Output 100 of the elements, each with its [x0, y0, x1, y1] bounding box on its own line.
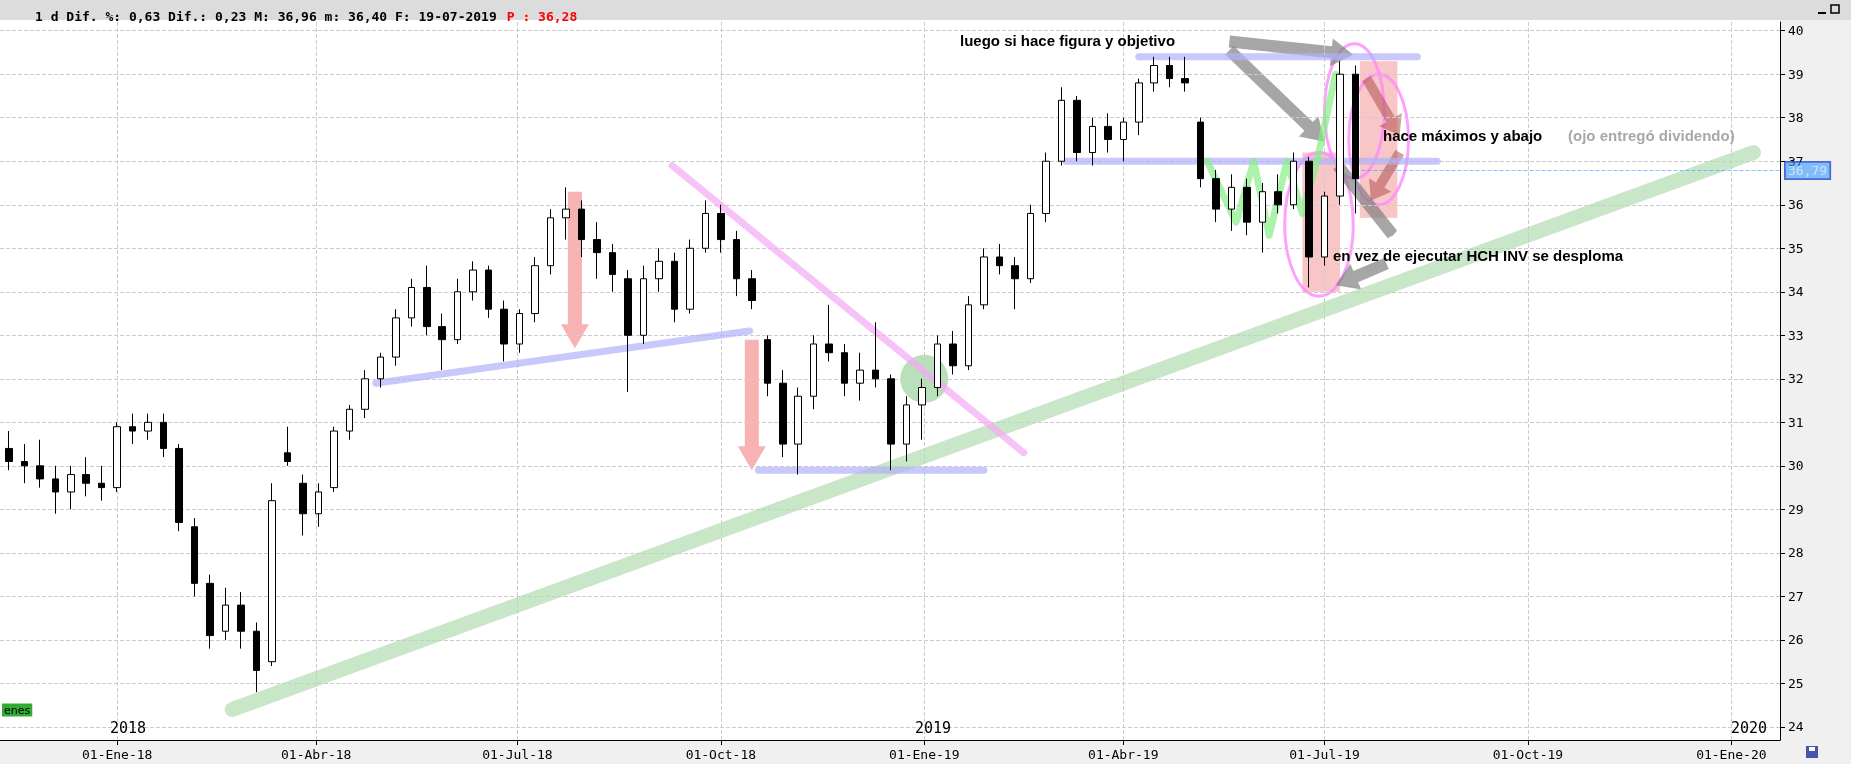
- candlestick: [980, 247, 988, 310]
- y-tick-label: 31: [1788, 414, 1804, 430]
- annotation: enes: [4, 703, 31, 717]
- x-tick-label: 01-Oct-18: [685, 747, 757, 762]
- candlestick: [1274, 173, 1282, 214]
- y-tick-label: 34: [1788, 284, 1804, 300]
- candlestick: [1181, 56, 1189, 93]
- candlestick: [578, 199, 585, 258]
- candlestick: [330, 426, 338, 493]
- y-tick-label: 27: [1788, 588, 1804, 604]
- candlestick: [1089, 117, 1096, 167]
- candlestick: [36, 439, 44, 489]
- candlestick: [1166, 56, 1173, 88]
- candlestick: [1120, 117, 1127, 162]
- candlestick: [516, 308, 523, 354]
- candlestick: [469, 260, 477, 301]
- y-tick-label: 35: [1788, 240, 1804, 256]
- annotation: en vez de ejecutar HCH INV se desploma: [1333, 246, 1624, 264]
- candlestick: [175, 443, 183, 532]
- candlestick: [996, 243, 1003, 275]
- annotation: hace máximos y abajo: [1383, 126, 1543, 144]
- candlestick: [1042, 152, 1050, 223]
- candlestick: [160, 413, 167, 458]
- candlestick: [346, 404, 353, 441]
- y-tick-label: 39: [1788, 66, 1804, 82]
- candlestick: [438, 313, 446, 371]
- candlestick: [5, 430, 13, 471]
- candlestick: [284, 426, 291, 467]
- candlestick: [841, 343, 848, 397]
- candlestick: [872, 321, 879, 389]
- candlestick: [485, 265, 492, 319]
- candlestick: [934, 334, 941, 397]
- y-tick-label: 38: [1788, 110, 1804, 126]
- candlestick: [655, 247, 663, 293]
- candlestick: [1243, 178, 1251, 236]
- candlestick: [1212, 169, 1220, 223]
- candlestick: [810, 334, 817, 410]
- y-tick-label: 32: [1788, 371, 1804, 387]
- candlestick: [1135, 78, 1143, 136]
- candlestick: [949, 330, 957, 375]
- annotation: 2019: [915, 719, 952, 737]
- candlestick: [640, 265, 647, 345]
- x-tick-label: 01-Ene-18: [81, 747, 153, 762]
- candlestick: [1197, 117, 1204, 188]
- y-tick-label: 28: [1788, 545, 1804, 561]
- candlestick: [794, 387, 802, 476]
- y-tick-label: 29: [1788, 501, 1804, 517]
- candlestick: [144, 413, 152, 441]
- candlestick: [21, 443, 28, 484]
- candlestick: [531, 256, 539, 323]
- y-tick-label: 25: [1788, 675, 1804, 691]
- candlestick: [129, 413, 136, 445]
- candlestick: [1321, 191, 1328, 267]
- candlestick: [1259, 182, 1266, 254]
- y-tick-label: 33: [1788, 327, 1804, 343]
- candlestick: [717, 204, 725, 254]
- candlestick: [748, 269, 756, 310]
- candlestick: [764, 334, 771, 397]
- candlestick: [1290, 152, 1297, 210]
- candlestick: [253, 622, 260, 693]
- candlestick: [609, 243, 616, 293]
- candlestick: [315, 482, 322, 528]
- candlestick: [191, 517, 198, 597]
- x-tick-label: 01-Abr-19: [1088, 747, 1159, 762]
- x-tick-label: 01-Ene-20: [1696, 747, 1767, 762]
- candlestick: [361, 369, 369, 419]
- y-tick-label: 24: [1788, 719, 1804, 735]
- candlestick: [113, 421, 121, 493]
- candlestick: [903, 395, 910, 462]
- annotation: luego si hace figura y objetivo: [960, 31, 1176, 49]
- candlestick: [702, 199, 709, 254]
- candlestick: [1058, 86, 1065, 167]
- y-tick-label: 26: [1788, 632, 1804, 648]
- candlestick: [52, 465, 59, 515]
- candlestick: [1104, 112, 1112, 154]
- candlestick: [965, 295, 972, 371]
- candlestick: [1228, 173, 1235, 232]
- candlestick: [733, 230, 740, 297]
- candlestick: [887, 373, 895, 471]
- x-tick-label: 01-Jul-18: [482, 747, 553, 762]
- candlestick: [918, 378, 926, 441]
- annotation: (ojo entregó dividendo): [1568, 126, 1735, 144]
- x-tick-label: 01-Oct-19: [1492, 747, 1564, 762]
- candlestick: [1011, 256, 1019, 310]
- candlestick: [423, 265, 431, 336]
- candlestick: [547, 208, 554, 275]
- candlestick: [671, 252, 678, 323]
- candlestick: [686, 239, 694, 315]
- annotation: 2020: [1731, 719, 1768, 737]
- candlestick: [624, 269, 632, 393]
- x-tick-label: 01-Ene-19: [889, 747, 960, 762]
- candlestick: [1027, 204, 1034, 284]
- candlestick: [825, 304, 833, 362]
- chart-title: 1 d Dif. %: 0,63 Dif.: 0,23 M: 36,96 m: 36,40 F: 19-07-2019: [35, 8, 497, 24]
- candlestick: [392, 308, 400, 367]
- y-tick-label: 36: [1788, 197, 1804, 213]
- candlestick: [779, 369, 787, 458]
- candlestick: [454, 278, 461, 345]
- candlestick: [268, 482, 276, 667]
- chart-subtitle: P : 36,28: [506, 8, 578, 24]
